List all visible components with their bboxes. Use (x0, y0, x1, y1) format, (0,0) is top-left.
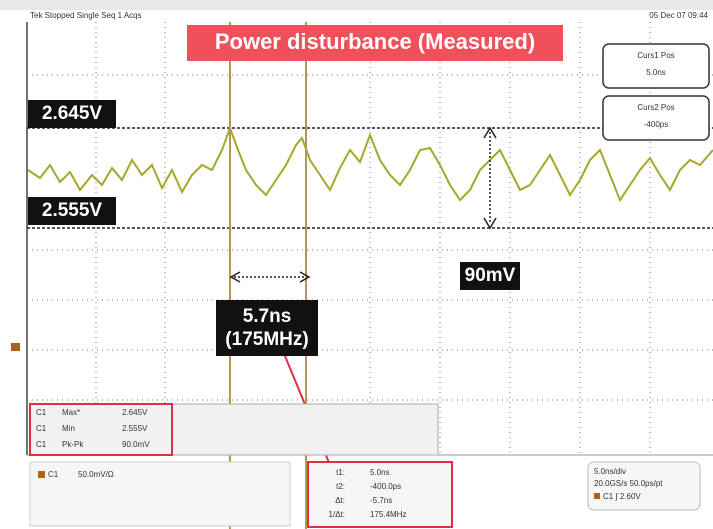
readout-key: t1: (336, 468, 345, 477)
scope-screen: Tek Stopped Single Seq 1 Acqs 05 Dec 07 … (0, 0, 713, 529)
meas-name: Min (62, 424, 75, 433)
measurement-table (30, 404, 438, 455)
meas-name: Max* (62, 408, 80, 417)
meas-channel: C1 (36, 424, 47, 433)
trigger-level: C1 ∫ 2.60V (603, 492, 641, 501)
lower-level-label: 2.555V (42, 200, 103, 221)
status-state: Tek Stopped Single Seq 1 Acqs (30, 11, 142, 20)
readout-key: 1/Δt: (329, 510, 345, 519)
timebase-scale: 5.0ns/div (594, 467, 626, 476)
delta-v-label: 90mV (465, 265, 516, 286)
upper-level-label: 2.645V (42, 103, 103, 124)
readout-key: Δt: (335, 496, 345, 505)
meas-name: Pk-Pk (62, 440, 84, 449)
channel-icon (594, 493, 600, 499)
banner-title: Power disturbance (Measured) (215, 29, 535, 54)
meas-value: 90.0mV (122, 440, 150, 449)
channel-panel (30, 462, 290, 526)
cursor-box-value: -400ps (644, 120, 668, 129)
meas-channel: C1 (36, 440, 47, 449)
cursor-box-label: Curs1 Pos (637, 51, 674, 60)
frequency-label: (175MHz) (225, 329, 308, 350)
delta-t-label: 5.7ns (243, 306, 292, 327)
meas-value: 2.555V (122, 424, 148, 433)
sample-rate: 20.0GS/s 50.0ps/pt (594, 479, 663, 488)
readout-value: -400.0ps (370, 482, 401, 491)
channel-marker (11, 343, 20, 351)
readout-value: -5.7ns (370, 496, 392, 505)
cursor-box-label: Curs2 Pos (637, 103, 674, 112)
channel-icon (38, 471, 45, 478)
meas-value: 2.645V (122, 408, 148, 417)
readout-value: 175.4MHz (370, 510, 406, 519)
status-date: 05 Dec 07 09:44 (649, 11, 708, 20)
page: Tek Stopped Single Seq 1 Acqs 05 Dec 07 … (0, 0, 713, 529)
channel-scale: 50.0mV/Ω (78, 470, 114, 479)
readout-value: 5.0ns (370, 468, 390, 477)
meas-channel: C1 (36, 408, 47, 417)
menu-bar (0, 0, 713, 10)
channel-name: C1 (48, 470, 59, 479)
readout-key: t2: (336, 482, 345, 491)
cursor-box-value: 5.0ns (646, 68, 666, 77)
